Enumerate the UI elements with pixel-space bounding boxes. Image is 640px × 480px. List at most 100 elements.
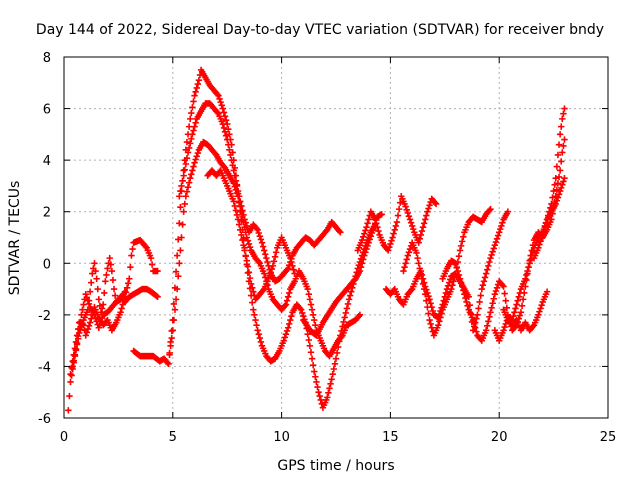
data-point-marker — [92, 314, 99, 322]
data-point-marker — [83, 329, 91, 336]
data-point-marker — [518, 302, 526, 310]
data-point-marker — [117, 309, 124, 316]
data-point-marker — [257, 236, 265, 243]
data-point-marker — [455, 252, 463, 260]
data-point-marker — [188, 171, 195, 178]
data-point-marker — [299, 309, 306, 317]
data-point-marker — [525, 263, 532, 271]
data-point-marker — [553, 163, 561, 170]
x-tick-label: 20 — [491, 430, 508, 445]
data-point-marker — [360, 256, 367, 263]
data-point-marker — [554, 194, 562, 201]
data-point-marker — [529, 323, 537, 330]
data-point-marker — [374, 223, 381, 231]
data-point-marker — [386, 243, 393, 251]
data-point-marker — [142, 243, 149, 250]
data-point-marker — [558, 123, 565, 130]
data-point-marker — [391, 226, 398, 233]
data-point-marker — [308, 306, 316, 313]
data-point-marker — [420, 220, 428, 227]
data-point-marker — [176, 193, 183, 200]
data-point-marker — [500, 283, 507, 290]
sat-trace-h — [300, 211, 385, 339]
data-point-marker — [496, 229, 503, 236]
data-point-marker — [263, 254, 270, 262]
data-point-marker — [76, 325, 83, 333]
data-point-marker — [177, 204, 184, 211]
data-point-marker — [94, 285, 101, 293]
data-point-marker — [82, 291, 89, 298]
data-point-marker — [465, 293, 472, 301]
data-point-marker — [288, 258, 295, 266]
data-point-marker — [334, 343, 342, 351]
data-point-marker — [235, 199, 243, 206]
data-point-marker — [340, 318, 347, 326]
data-point-marker — [189, 104, 196, 111]
data-point-marker — [178, 234, 185, 241]
data-point-marker — [190, 127, 197, 134]
data-point-marker — [457, 242, 465, 250]
data-point-marker — [348, 288, 355, 295]
data-point-marker — [486, 313, 493, 320]
data-point-marker — [543, 288, 551, 295]
data-point-marker — [256, 334, 264, 342]
data-point-marker — [365, 216, 372, 223]
chart-title: Day 144 of 2022, Sidereal Day-to-day VTE… — [36, 22, 604, 38]
data-point-marker — [233, 182, 241, 190]
sat-trace-c — [69, 285, 161, 370]
data-point-marker — [536, 308, 543, 315]
data-point-marker — [554, 180, 562, 187]
data-point-marker — [91, 260, 98, 267]
data-point-marker — [482, 270, 490, 277]
data-point-marker — [394, 212, 402, 219]
data-point-marker — [550, 187, 557, 195]
data-point-marker — [491, 242, 499, 249]
data-point-marker — [126, 275, 133, 282]
data-point-marker — [542, 220, 550, 227]
data-point-marker — [182, 160, 190, 168]
data-point-marker — [500, 327, 507, 334]
data-point-marker — [538, 301, 545, 309]
data-point-marker — [191, 123, 198, 130]
data-point-marker — [219, 120, 227, 128]
data-point-marker — [427, 300, 434, 307]
data-point-marker — [561, 105, 568, 112]
data-point-marker — [487, 205, 494, 213]
data-point-marker — [191, 159, 198, 166]
y-tick-label: 4 — [43, 154, 51, 169]
data-point-marker — [194, 149, 202, 157]
data-point-marker — [460, 287, 467, 294]
data-point-marker — [432, 200, 440, 208]
data-point-marker — [560, 110, 567, 117]
data-point-marker — [231, 202, 239, 210]
data-point-marker — [249, 284, 256, 291]
data-point-marker — [282, 301, 290, 308]
data-point-marker — [371, 216, 379, 223]
data-point-marker — [425, 310, 432, 317]
data-point-marker — [242, 252, 249, 259]
data-point-marker — [469, 316, 477, 324]
data-point-marker — [402, 203, 409, 210]
data-point-marker — [95, 324, 103, 331]
data-point-marker — [539, 231, 546, 239]
data-point-marker — [499, 282, 506, 289]
data-point-marker — [453, 263, 460, 271]
data-point-marker — [219, 105, 227, 112]
data-point-marker — [171, 306, 179, 313]
data-point-marker — [535, 244, 542, 252]
data-point-marker — [316, 392, 323, 400]
plot-frame — [63, 56, 609, 419]
data-point-marker — [91, 311, 98, 319]
data-point-marker — [498, 222, 505, 230]
data-point-marker — [407, 219, 415, 226]
data-point-marker — [168, 334, 175, 342]
data-point-marker — [239, 207, 246, 214]
data-point-marker — [84, 325, 92, 333]
data-point-marker — [537, 305, 544, 312]
data-point-marker — [337, 229, 344, 236]
data-point-marker — [459, 283, 466, 290]
data-point-marker — [408, 222, 416, 230]
data-point-marker — [247, 280, 255, 288]
data-point-marker — [172, 296, 180, 303]
data-point-marker — [422, 216, 429, 223]
